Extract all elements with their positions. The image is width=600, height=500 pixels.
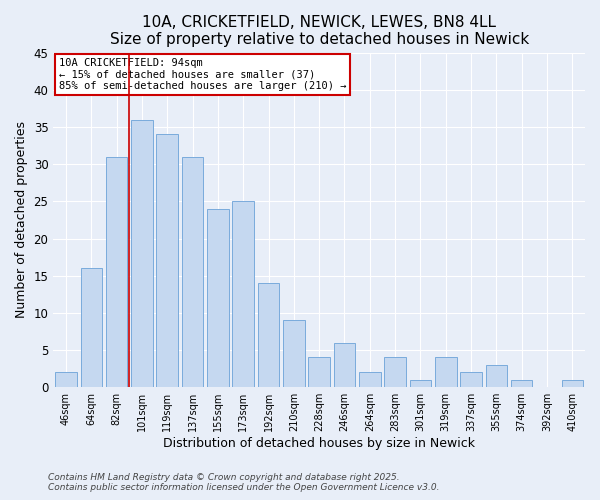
Bar: [157, 134, 178, 387]
Bar: [55, 372, 77, 387]
Title: 10A, CRICKETFIELD, NEWICK, LEWES, BN8 4LL
Size of property relative to detached : 10A, CRICKETFIELD, NEWICK, LEWES, BN8 4L…: [110, 15, 529, 48]
Bar: [359, 372, 380, 387]
Bar: [562, 380, 583, 387]
Y-axis label: Number of detached properties: Number of detached properties: [15, 122, 28, 318]
X-axis label: Distribution of detached houses by size in Newick: Distribution of detached houses by size …: [163, 437, 475, 450]
Text: 10A CRICKETFIELD: 94sqm
← 15% of detached houses are smaller (37)
85% of semi-de: 10A CRICKETFIELD: 94sqm ← 15% of detache…: [59, 58, 346, 91]
Bar: [258, 283, 279, 387]
Bar: [232, 202, 254, 387]
Bar: [131, 120, 152, 387]
Bar: [182, 157, 203, 387]
Text: Contains HM Land Registry data © Crown copyright and database right 2025.
Contai: Contains HM Land Registry data © Crown c…: [48, 473, 439, 492]
Bar: [207, 209, 229, 387]
Bar: [385, 358, 406, 387]
Bar: [460, 372, 482, 387]
Bar: [80, 268, 102, 387]
Bar: [334, 342, 355, 387]
Bar: [410, 380, 431, 387]
Bar: [485, 365, 507, 387]
Bar: [511, 380, 532, 387]
Bar: [106, 157, 127, 387]
Bar: [283, 320, 305, 387]
Bar: [435, 358, 457, 387]
Bar: [308, 358, 330, 387]
